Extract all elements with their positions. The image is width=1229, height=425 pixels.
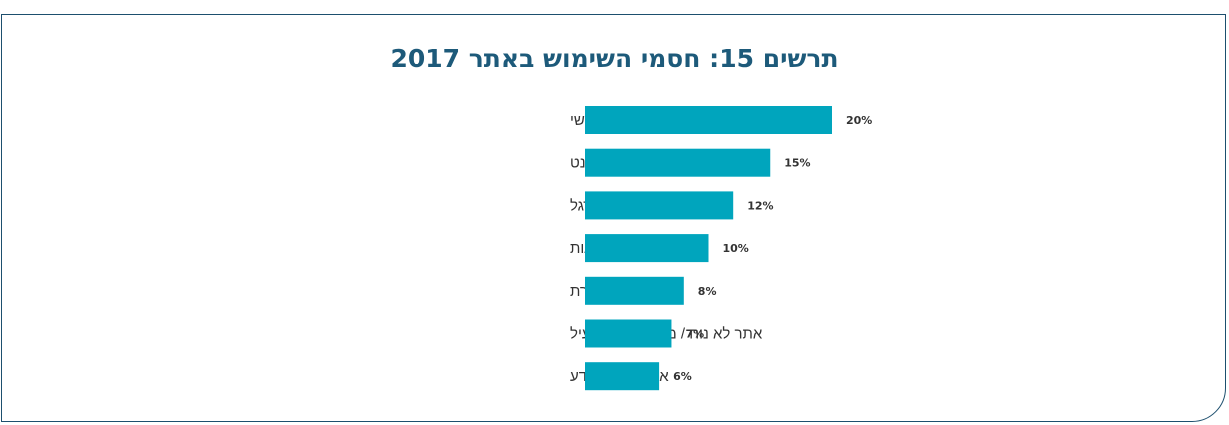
- value-label: 7%: [685, 328, 704, 341]
- bar: [585, 191, 734, 220]
- chart-title: תרשים 15: חסמי השימוש באתר 2017: [390, 44, 839, 73]
- bar: [585, 362, 660, 391]
- value-label: 12%: [747, 199, 773, 212]
- value-label: 15%: [784, 157, 810, 170]
- bar: [585, 319, 672, 348]
- bar: [585, 148, 771, 177]
- value-label: 6%: [673, 370, 692, 383]
- bars-layer: עדיפות למענה אנושי20%לא ניתן לבצע באינטר…: [570, 106, 872, 391]
- bar: [585, 106, 832, 134]
- value-label: 8%: [698, 285, 717, 298]
- value-label: 10%: [723, 242, 749, 255]
- bar: [585, 276, 684, 305]
- bar: [585, 234, 709, 263]
- value-label: 20%: [846, 114, 872, 127]
